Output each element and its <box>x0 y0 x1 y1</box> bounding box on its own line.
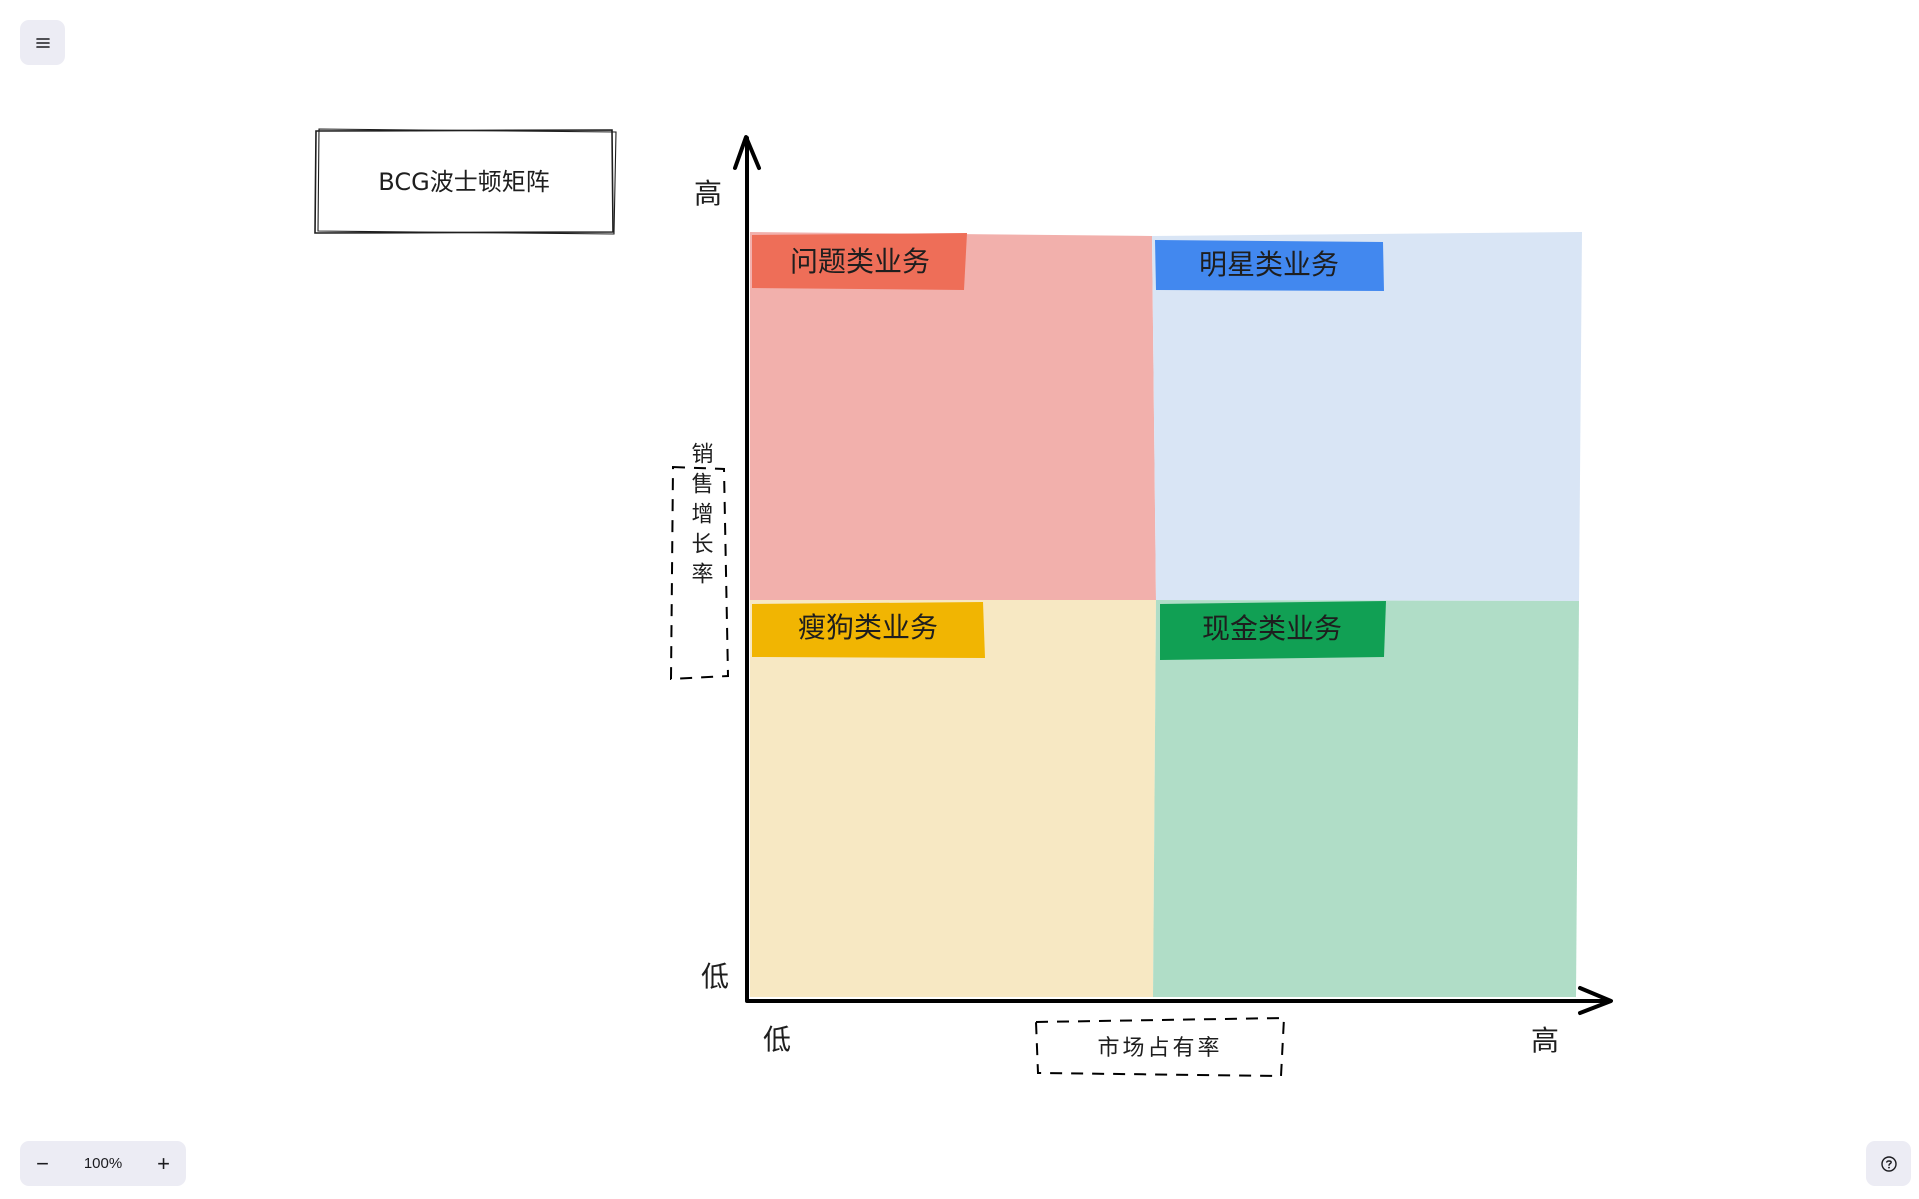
title-box[interactable]: BCG波士顿矩阵 <box>314 128 617 235</box>
x-axis-title: 市场占有率 <box>1097 1036 1222 1061</box>
quadrant-star-fill[interactable] <box>1152 232 1582 601</box>
zoom-controls: − 100% + <box>20 1141 186 1186</box>
x-axis-high-label: 高 <box>1531 1024 1559 1057</box>
diagram-title: BCG波士顿矩阵 <box>378 168 549 196</box>
zoom-level[interactable]: 100% <box>83 1155 123 1172</box>
tag-question[interactable] <box>752 233 967 290</box>
tag-cash-label: 现金类业务 <box>1202 612 1342 645</box>
tag-star-label: 明星类业务 <box>1199 248 1339 281</box>
hamburger-icon <box>35 37 50 48</box>
y-axis-title-box[interactable]: 销售增长率 <box>669 442 730 681</box>
x-axis[interactable] <box>745 986 1613 1015</box>
y-axis-title: 销售增长率 <box>688 442 714 592</box>
tag-cash[interactable] <box>1160 601 1386 660</box>
help-icon <box>1880 1155 1897 1172</box>
tag-question-label: 问题类业务 <box>790 245 930 278</box>
help-button[interactable] <box>1866 1141 1911 1186</box>
y-axis[interactable] <box>733 135 761 1002</box>
y-axis-low-label: 低 <box>701 960 729 993</box>
quadrant-question-fill[interactable] <box>750 232 1156 600</box>
x-axis-low-label: 低 <box>763 1023 791 1056</box>
tag-dog-label: 瘦狗类业务 <box>798 611 938 644</box>
quadrant-dog-fill[interactable] <box>750 600 1156 997</box>
zoom-in-button[interactable]: + <box>157 1150 170 1176</box>
main-menu-button[interactable] <box>20 20 65 65</box>
zoom-out-button[interactable]: − <box>36 1150 49 1176</box>
y-axis-high-label: 高 <box>694 177 722 210</box>
tag-star[interactable] <box>1155 240 1384 291</box>
tag-dog[interactable] <box>752 602 985 658</box>
x-axis-title-box[interactable]: 市场占有率 <box>1034 1016 1286 1078</box>
quadrant-cash-fill[interactable] <box>1153 600 1579 997</box>
